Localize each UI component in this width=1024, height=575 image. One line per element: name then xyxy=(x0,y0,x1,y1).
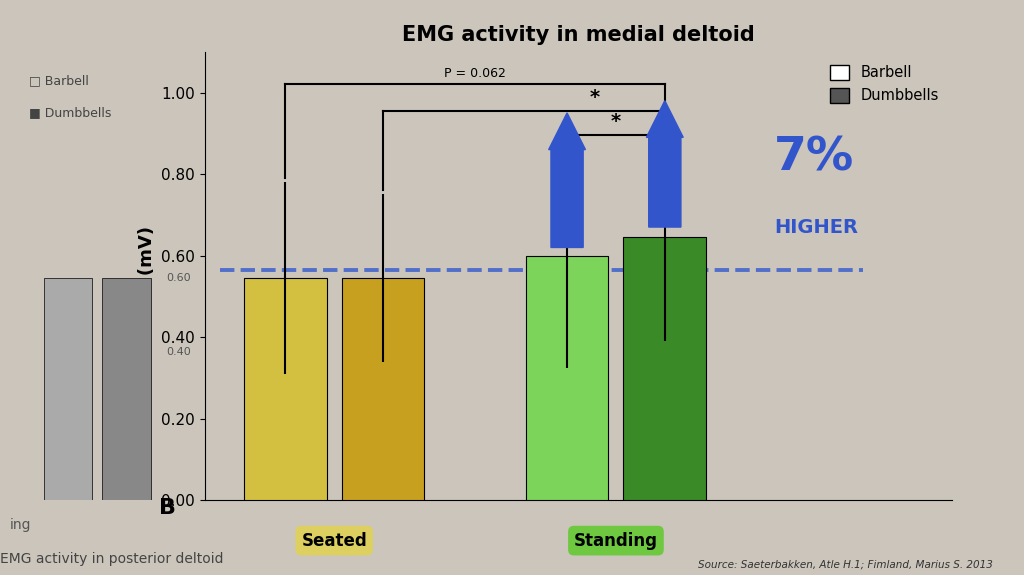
Text: □ Barbell: □ Barbell xyxy=(29,74,89,87)
Text: Seated: Seated xyxy=(301,532,367,550)
Text: Standing: Standing xyxy=(573,532,658,550)
Bar xyxy=(525,256,608,500)
Text: *: * xyxy=(589,88,599,107)
Title: EMG activity in medial deltoid: EMG activity in medial deltoid xyxy=(402,25,755,45)
Text: HIGHER: HIGHER xyxy=(774,217,858,236)
Text: P = 0.062: P = 0.062 xyxy=(444,67,506,81)
Bar xyxy=(624,237,707,500)
Text: ing: ing xyxy=(10,518,32,532)
Legend: Barbell, Dumbbells: Barbell, Dumbbells xyxy=(824,59,945,109)
Text: Source: Saeterbakken, Atle H.1; Fimland, Marius S. 2013: Source: Saeterbakken, Atle H.1; Fimland,… xyxy=(698,559,993,569)
Text: 0.60: 0.60 xyxy=(166,273,190,283)
Text: EMG activity in posterior deltoid: EMG activity in posterior deltoid xyxy=(0,553,223,566)
Text: 7%: 7% xyxy=(774,135,854,180)
Bar xyxy=(342,278,425,500)
FancyArrow shape xyxy=(549,113,586,247)
Y-axis label: RMS (mV): RMS (mV) xyxy=(137,226,156,326)
FancyArrow shape xyxy=(646,101,683,227)
Bar xyxy=(244,278,327,500)
Text: B: B xyxy=(159,497,176,518)
Bar xyxy=(44,278,92,500)
Text: 0.40: 0.40 xyxy=(166,347,190,357)
Text: ■ Dumbbells: ■ Dumbbells xyxy=(29,106,112,118)
Text: *: * xyxy=(611,112,621,131)
Bar xyxy=(102,278,151,500)
